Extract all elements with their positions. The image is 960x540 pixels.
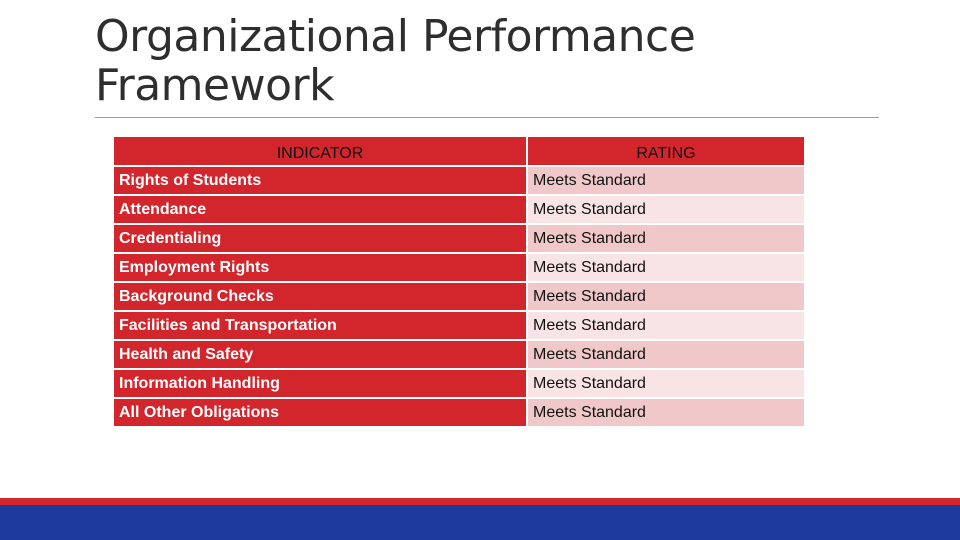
header-rating: RATING	[528, 137, 804, 165]
indicator-cell: Credentialing	[114, 225, 526, 252]
table-row: Employment Rights Meets Standard	[114, 254, 804, 281]
table-header-row: INDICATOR RATING	[114, 137, 804, 165]
header-indicator: INDICATOR	[114, 137, 526, 165]
footer-blue-band	[0, 505, 960, 540]
table-row: All Other Obligations Meets Standard	[114, 399, 804, 426]
indicator-cell: Information Handling	[114, 370, 526, 397]
rating-cell: Meets Standard	[528, 225, 804, 252]
rating-cell: Meets Standard	[528, 283, 804, 310]
table-row: Background Checks Meets Standard	[114, 283, 804, 310]
indicator-cell: Rights of Students	[114, 167, 526, 194]
rating-cell: Meets Standard	[528, 196, 804, 223]
rating-cell: Meets Standard	[528, 312, 804, 339]
table-row: Health and Safety Meets Standard	[114, 341, 804, 368]
indicator-cell: Health and Safety	[114, 341, 526, 368]
indicator-cell: Facilities and Transportation	[114, 312, 526, 339]
table-row: Facilities and Transportation Meets Stan…	[114, 312, 804, 339]
footer-red-stripe	[0, 498, 960, 505]
indicator-cell: All Other Obligations	[114, 399, 526, 426]
rating-cell: Meets Standard	[528, 370, 804, 397]
indicator-cell: Background Checks	[114, 283, 526, 310]
table-row: Attendance Meets Standard	[114, 196, 804, 223]
indicator-cell: Attendance	[114, 196, 526, 223]
rating-cell: Meets Standard	[528, 341, 804, 368]
slide-title: Organizational Performance Framework	[95, 11, 696, 111]
rating-cell: Meets Standard	[528, 399, 804, 426]
performance-framework-table: INDICATOR RATING Rights of Students Meet…	[112, 135, 806, 428]
table-row: Rights of Students Meets Standard	[114, 167, 804, 194]
table-row: Information Handling Meets Standard	[114, 370, 804, 397]
rating-cell: Meets Standard	[528, 254, 804, 281]
rating-cell: Meets Standard	[528, 167, 804, 194]
indicator-cell: Employment Rights	[114, 254, 526, 281]
title-divider	[95, 117, 879, 118]
table-row: Credentialing Meets Standard	[114, 225, 804, 252]
